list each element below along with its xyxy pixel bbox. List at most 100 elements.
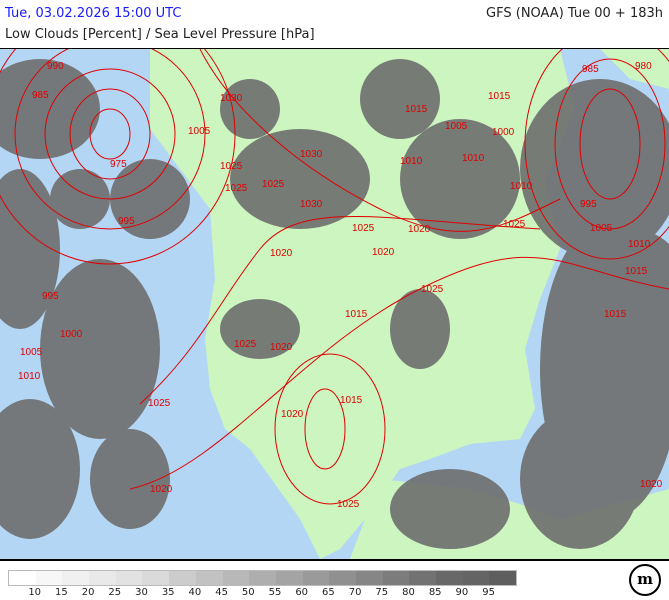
isobar-line xyxy=(0,49,236,265)
isobar-label: 1020 xyxy=(270,248,293,259)
cloud-area xyxy=(400,119,520,239)
isobar-label: 1030 xyxy=(300,199,323,210)
cloud-cover-legend xyxy=(8,570,518,586)
legend-label: 10 xyxy=(28,587,42,598)
cloud-area xyxy=(90,429,170,529)
isobar-label: 975 xyxy=(110,159,127,170)
legend-swatch xyxy=(35,571,63,585)
cloud-area xyxy=(0,399,80,539)
legend-swatch xyxy=(62,571,90,585)
isobar-label: 1015 xyxy=(604,309,627,320)
isobar-label: 1020 xyxy=(372,247,395,258)
isobar-line xyxy=(89,108,131,160)
isobar-line xyxy=(304,388,346,470)
low-cloud-cover xyxy=(0,59,669,549)
isobar-label: 1020 xyxy=(281,409,304,420)
isobar-label: 1025 xyxy=(421,284,444,295)
parameter-title: Low Clouds [Percent] / Sea Level Pressur… xyxy=(5,27,315,42)
legend-label: 60 xyxy=(295,587,309,598)
legend-label: 80 xyxy=(402,587,415,598)
cloud-area xyxy=(50,169,110,229)
isobar-label: 1015 xyxy=(625,266,648,277)
legend-swatch xyxy=(115,571,143,585)
legend-label: 35 xyxy=(161,587,175,598)
legend-swatch xyxy=(142,571,170,585)
legend-swatch xyxy=(462,571,490,585)
isobar-label: 1010 xyxy=(400,156,423,167)
isobar-label: 980 xyxy=(635,61,652,72)
isobar-label: 985 xyxy=(582,64,599,75)
isobar-label: 1005 xyxy=(445,121,468,132)
isobar-label: 1000 xyxy=(492,127,515,138)
legend-swatch xyxy=(436,571,463,585)
cloud-area xyxy=(220,299,300,359)
isobar-label: 1025 xyxy=(220,161,243,172)
legend-swatch xyxy=(9,571,36,585)
isobar-line xyxy=(274,353,386,505)
isobar-label: 995 xyxy=(42,291,59,302)
cloud-area xyxy=(390,289,450,369)
legend-swatch xyxy=(195,571,223,585)
land-greenland xyxy=(600,49,669,89)
isobar-label: 995 xyxy=(118,216,135,227)
isobar-label: 995 xyxy=(580,199,597,210)
legend-label: 65 xyxy=(322,587,335,598)
cloud-area xyxy=(230,129,370,229)
isobar-label: 990 xyxy=(47,61,64,72)
isobar-label: 1015 xyxy=(405,104,428,115)
isobar-label: 1005 xyxy=(188,126,211,137)
legend-swatch xyxy=(275,571,303,585)
model-run: GFS (NOAA) Tue 00 + 183h xyxy=(486,6,663,21)
legend-swatch xyxy=(222,571,250,585)
isobars xyxy=(0,49,669,505)
legend-label: 40 xyxy=(188,587,202,598)
valid-datetime: Tue, 03.02.2026 15:00 UTC xyxy=(5,6,182,21)
weather-map[interactable]: 990 985 975 995 995 1000 1005 1010 1025 1020 1030 1… xyxy=(0,48,669,561)
cloud-area xyxy=(520,79,669,259)
isobar-label: 1015 xyxy=(345,309,368,320)
isobar-label: 1020 xyxy=(150,484,173,495)
isobar-label: 1025 xyxy=(148,398,171,409)
isobar-label: 1000 xyxy=(60,329,83,340)
isobar-line xyxy=(129,256,669,490)
isobar-label: 1005 xyxy=(20,347,43,358)
cloud-area xyxy=(390,469,510,549)
isobar-line xyxy=(139,216,541,405)
meteologix-logo: m xyxy=(629,564,661,596)
legend-swatch xyxy=(302,571,330,585)
isobar-label: 1025 xyxy=(234,339,257,350)
isobar-label: 1015 xyxy=(340,395,363,406)
legend-label: 90 xyxy=(455,587,469,598)
isobar-label: 1025 xyxy=(225,183,248,194)
isobar-label: 1010 xyxy=(628,239,651,250)
legend-label: 15 xyxy=(55,587,68,598)
isobar-labels: 990 985 975 995 995 1000 1005 1010 1025 1020 1030 1… xyxy=(18,61,663,510)
cloud-area xyxy=(520,409,640,549)
legend-swatch xyxy=(249,571,276,585)
legend-swatch xyxy=(355,571,383,585)
isobar-label: 1020 xyxy=(640,479,663,490)
isobar-label: 1030 xyxy=(220,93,243,104)
legend-swatch xyxy=(489,571,517,585)
legend-label: 30 xyxy=(135,587,148,598)
isobar-label: 1015 xyxy=(488,91,511,102)
isobar-line xyxy=(69,88,151,180)
legend-label: 75 xyxy=(375,587,389,598)
cloud-area xyxy=(40,259,160,439)
isobar-line xyxy=(579,88,641,200)
isobar-line xyxy=(14,49,206,230)
legend-label: 85 xyxy=(428,587,442,598)
isobar-line xyxy=(554,58,666,230)
isobar-label: 1025 xyxy=(337,499,360,510)
legend-label: 45 xyxy=(215,587,228,598)
cloud-area xyxy=(110,159,190,239)
isobar-label: 1020 xyxy=(270,342,293,353)
isobar-line xyxy=(199,49,561,232)
legend-label: 55 xyxy=(268,587,282,598)
isobar-label: 1020 xyxy=(408,224,431,235)
isobar-label: 1010 xyxy=(462,153,485,164)
legend-label: 95 xyxy=(482,587,495,598)
legend-label: 25 xyxy=(108,587,122,598)
legend-swatch xyxy=(409,571,436,585)
isobar-label: 985 xyxy=(32,90,49,101)
